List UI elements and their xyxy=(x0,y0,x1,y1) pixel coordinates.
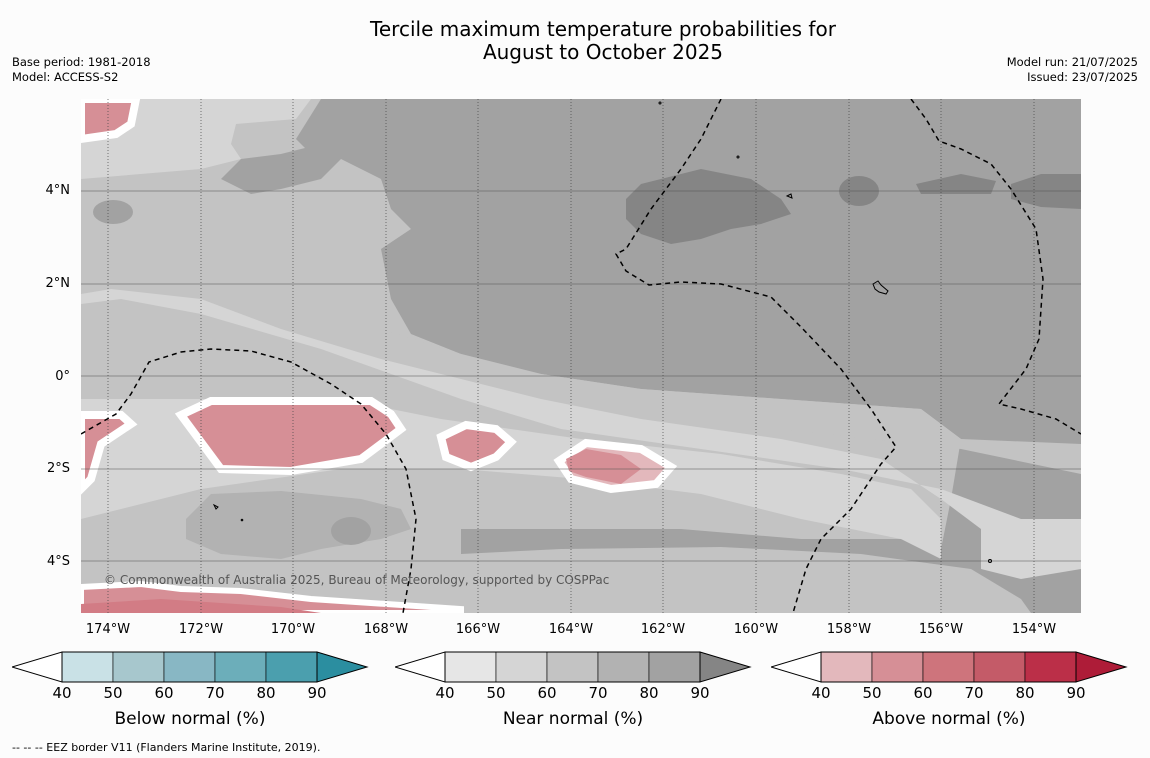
meta-left: Base period: 1981-2018 Model: ACCESS-S2 xyxy=(12,55,151,85)
eez-borders xyxy=(81,99,1081,613)
colorbar-below-segment-50 xyxy=(112,651,165,683)
lon-label-170w: 170°W xyxy=(270,622,316,637)
lon-label-164w: 164°W xyxy=(548,622,594,637)
field-near-80-main xyxy=(296,99,1081,613)
above-normal-region-2 xyxy=(436,420,517,472)
colorbar-below-segment-60 xyxy=(163,651,216,683)
field-near-80-blob-n xyxy=(221,144,341,194)
lon-label-166w: 166°W xyxy=(455,622,501,637)
colorbar-above-segment-50 xyxy=(871,651,924,683)
graticule xyxy=(81,190,1081,562)
colorbar-title-near: Near normal (%) xyxy=(502,709,644,729)
above-normal-region-1 xyxy=(174,397,407,476)
colorbar-near-tick-50: 50 xyxy=(486,684,506,702)
colorbar-near-segment-40 xyxy=(444,651,497,683)
field-near-80-blob-nw xyxy=(93,200,133,224)
field-near-90-blob-4 xyxy=(1011,174,1081,209)
title-line-1: Tercile maximum temperature probabilitie… xyxy=(370,17,836,41)
lon-label-156w: 156°W xyxy=(918,622,964,637)
lon-label-172w: 172°W xyxy=(178,622,224,637)
field-near-80-blob-sw xyxy=(331,517,371,545)
above-normal-region-nw xyxy=(81,99,141,144)
colorbar-near-segment-50 xyxy=(495,651,548,683)
field-near-90-blob-3 xyxy=(916,174,996,194)
colorbar-title-above: Above normal (%) xyxy=(872,709,1026,729)
field-near-50-northwest xyxy=(81,99,311,179)
colorbar-above-tick-60: 60 xyxy=(913,684,933,702)
lon-label-174w: 174°W xyxy=(85,622,131,637)
colorbar-title-below: Below normal (%) xyxy=(114,709,266,729)
above-normal-region-west xyxy=(81,411,138,495)
probability-map xyxy=(81,99,1081,613)
colorbar-above-tick-50: 50 xyxy=(862,684,882,702)
colorbar-near-tick-80: 80 xyxy=(639,684,659,702)
colorbar-near-tick-40: 40 xyxy=(435,684,455,702)
colorbar-below-tick-80: 80 xyxy=(256,684,276,702)
model-name: Model: ACCESS-S2 xyxy=(12,70,119,84)
lat-label-4n: 4°N xyxy=(45,183,71,198)
colorbar-near-tick-70: 70 xyxy=(588,684,608,702)
meta-right: Model run: 21/07/2025 Issued: 23/07/2025 xyxy=(1007,55,1138,85)
colorbar-near-segment-70 xyxy=(597,651,650,683)
colorbar-above-tick-80: 80 xyxy=(1015,684,1035,702)
above-normal-region-3-core xyxy=(566,449,641,484)
colorbar-near-segment-80 xyxy=(648,651,701,683)
colorbar-below-tick-70: 70 xyxy=(205,684,225,702)
colorbar-above-normal xyxy=(771,651,1128,683)
field-near-90-blob-1 xyxy=(626,169,791,244)
islands xyxy=(212,101,992,563)
colorbar-below-segment-40 xyxy=(61,651,114,683)
title-line-2: August to October 2025 xyxy=(482,40,724,64)
colorbar-near-tick-90: 90 xyxy=(690,684,710,702)
colorbar-near-normal xyxy=(395,651,752,683)
colorbar-below-tick-60: 60 xyxy=(154,684,174,702)
lat-label-2n: 2°N xyxy=(45,276,71,291)
lon-label-158w: 158°W xyxy=(826,622,872,637)
lat-label-2s: 2°S xyxy=(46,461,70,476)
colorbar-below-tick-90: 90 xyxy=(307,684,327,702)
colorbar-near-segment-60 xyxy=(546,651,599,683)
colorbar-below-tick-50: 50 xyxy=(103,684,123,702)
colorbar-above-tick-70: 70 xyxy=(964,684,984,702)
lon-label-160w: 160°W xyxy=(733,622,779,637)
lon-label-162w: 162°W xyxy=(640,622,686,637)
eez-footnote: -- -- -- EEZ border V11 (Flanders Marine… xyxy=(12,741,321,754)
issued-date: Issued: 23/07/2025 xyxy=(1027,70,1138,84)
copyright-notice: © Commonwealth of Australia 2025, Bureau… xyxy=(104,573,610,587)
colorbar-above-tick-90: 90 xyxy=(1066,684,1086,702)
lon-label-168w: 168°W xyxy=(363,622,409,637)
field-near-60-equator xyxy=(381,329,1081,474)
colorbar-below-segment-80 xyxy=(265,651,318,683)
colorbar-above-tick-40: 40 xyxy=(811,684,831,702)
colorbar-above-segment-80 xyxy=(1024,651,1077,683)
colorbar-near-tick-60: 60 xyxy=(537,684,557,702)
lon-label-154w: 154°W xyxy=(1011,622,1057,637)
base-period: Base period: 1981-2018 xyxy=(12,55,151,69)
chart-title: Tercile maximum temperature probabilitie… xyxy=(0,18,1150,64)
lat-label-4s: 4°S xyxy=(46,554,70,569)
colorbar-below-segment-70 xyxy=(214,651,267,683)
colorbar-below-normal xyxy=(12,651,369,683)
field-near-50-south xyxy=(81,289,1081,579)
colorbar-above-segment-70 xyxy=(973,651,1026,683)
colorbar-above-segment-60 xyxy=(922,651,975,683)
colorbar-below-tick-40: 40 xyxy=(52,684,72,702)
lat-label-0: 0° xyxy=(55,369,70,384)
model-run: Model run: 21/07/2025 xyxy=(1006,55,1138,69)
colorbar-above-segment-40 xyxy=(820,651,873,683)
